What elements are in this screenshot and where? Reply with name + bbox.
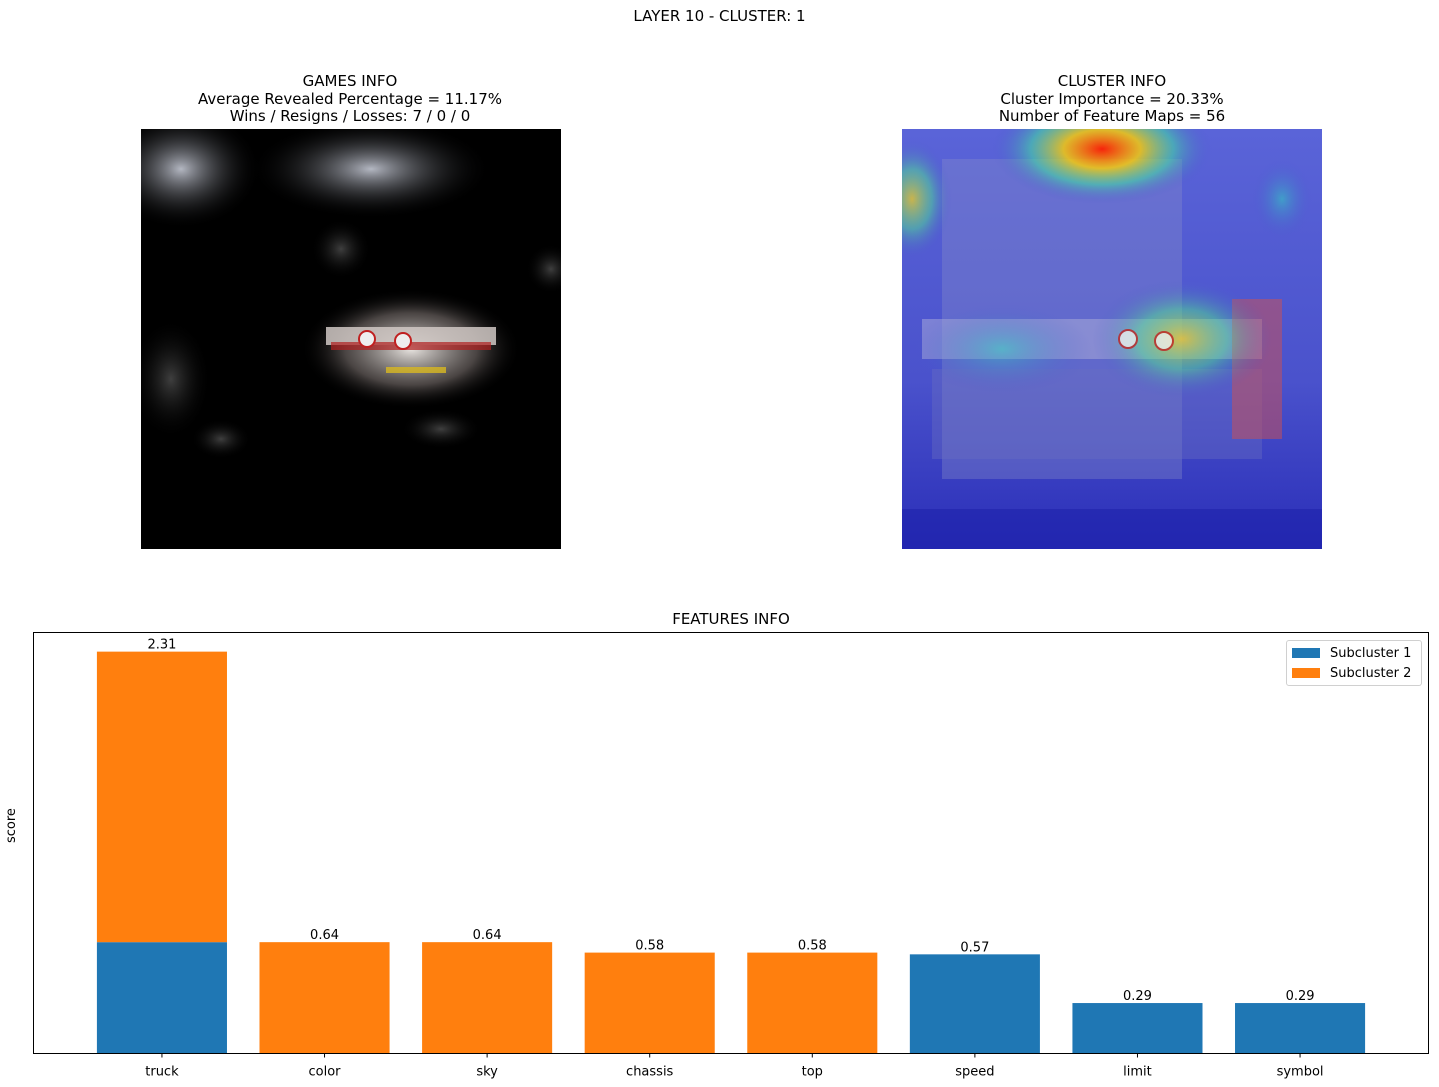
bar-chassis-subcluster-2 — [584, 952, 715, 1054]
legend-label-subcluster-1: Subcluster 1 — [1330, 645, 1412, 661]
bar-truck-subcluster-1 — [96, 942, 227, 1054]
data-label-chassis: 0.58 — [635, 939, 664, 954]
bar-speed-subcluster-1 — [909, 954, 1040, 1054]
legend-swatch-subcluster-1 — [1292, 648, 1320, 658]
x-tick-label-limit: limit — [1123, 1065, 1152, 1080]
legend-swatch-subcluster-2 — [1292, 668, 1320, 678]
heatmap-image-svg — [902, 129, 1322, 549]
cluster-info-heading: CLUSTER INFO — [1057, 72, 1167, 90]
data-label-top: 0.58 — [798, 939, 827, 954]
x-tick-label-color: color — [309, 1065, 342, 1080]
games-info-title: GAMES INFO Average Revealed Percentage =… — [90, 72, 610, 126]
x-tick-label-symbol: symbol — [1277, 1065, 1324, 1080]
x-tick-label-top: top — [802, 1065, 823, 1080]
cluster-info-title: CLUSTER INFO Cluster Importance = 20.33%… — [852, 72, 1372, 126]
cluster-importance: Cluster Importance = 20.33% — [1000, 89, 1224, 108]
heatmap-image — [902, 129, 1322, 549]
data-label-truck: 2.31 — [147, 638, 176, 653]
bar-color-subcluster-2 — [259, 942, 390, 1054]
number-of-feature-maps: Number of Feature Maps = 56 — [998, 107, 1226, 125]
average-revealed-percentage: Average Revealed Percentage = 11.17% — [197, 89, 502, 108]
data-label-sky: 0.64 — [473, 928, 502, 943]
bar-symbol-subcluster-1 — [1235, 1003, 1366, 1054]
data-label-symbol: 0.29 — [1286, 989, 1315, 1004]
bar-top-subcluster-2 — [747, 952, 878, 1054]
x-tick-label-truck: truck — [145, 1065, 179, 1080]
features-info-title: FEATURES INFO — [672, 610, 790, 628]
wins-resigns-losses: Wins / Resigns / Losses: 7 / 0 / 0 — [229, 107, 471, 125]
legend: Subcluster 1 Subcluster 2 — [1286, 640, 1422, 686]
revealed-image — [141, 129, 561, 549]
figure-title: LAYER 10 - CLUSTER: 1 — [633, 7, 806, 25]
games-info-heading: GAMES INFO — [302, 72, 398, 90]
y-axis-label: score — [4, 808, 19, 843]
data-label-speed: 0.57 — [960, 940, 989, 955]
bar-limit-subcluster-1 — [1072, 1003, 1203, 1054]
legend-item-subcluster-1: Subcluster 1 — [1292, 645, 1411, 661]
data-label-color: 0.64 — [310, 928, 339, 943]
legend-item-subcluster-2: Subcluster 2 — [1292, 665, 1411, 681]
data-label-limit: 0.29 — [1123, 989, 1152, 1004]
bar-sky-subcluster-2 — [422, 942, 553, 1054]
x-tick-label-speed: speed — [955, 1065, 994, 1080]
legend-label-subcluster-2: Subcluster 2 — [1330, 665, 1412, 681]
revealed-image-svg — [141, 129, 561, 549]
x-tick-label-sky: sky — [476, 1065, 498, 1080]
x-tick-label-chassis: chassis — [626, 1065, 674, 1080]
plot-frame — [33, 632, 1429, 1054]
bar-truck-subcluster-2 — [96, 651, 227, 943]
